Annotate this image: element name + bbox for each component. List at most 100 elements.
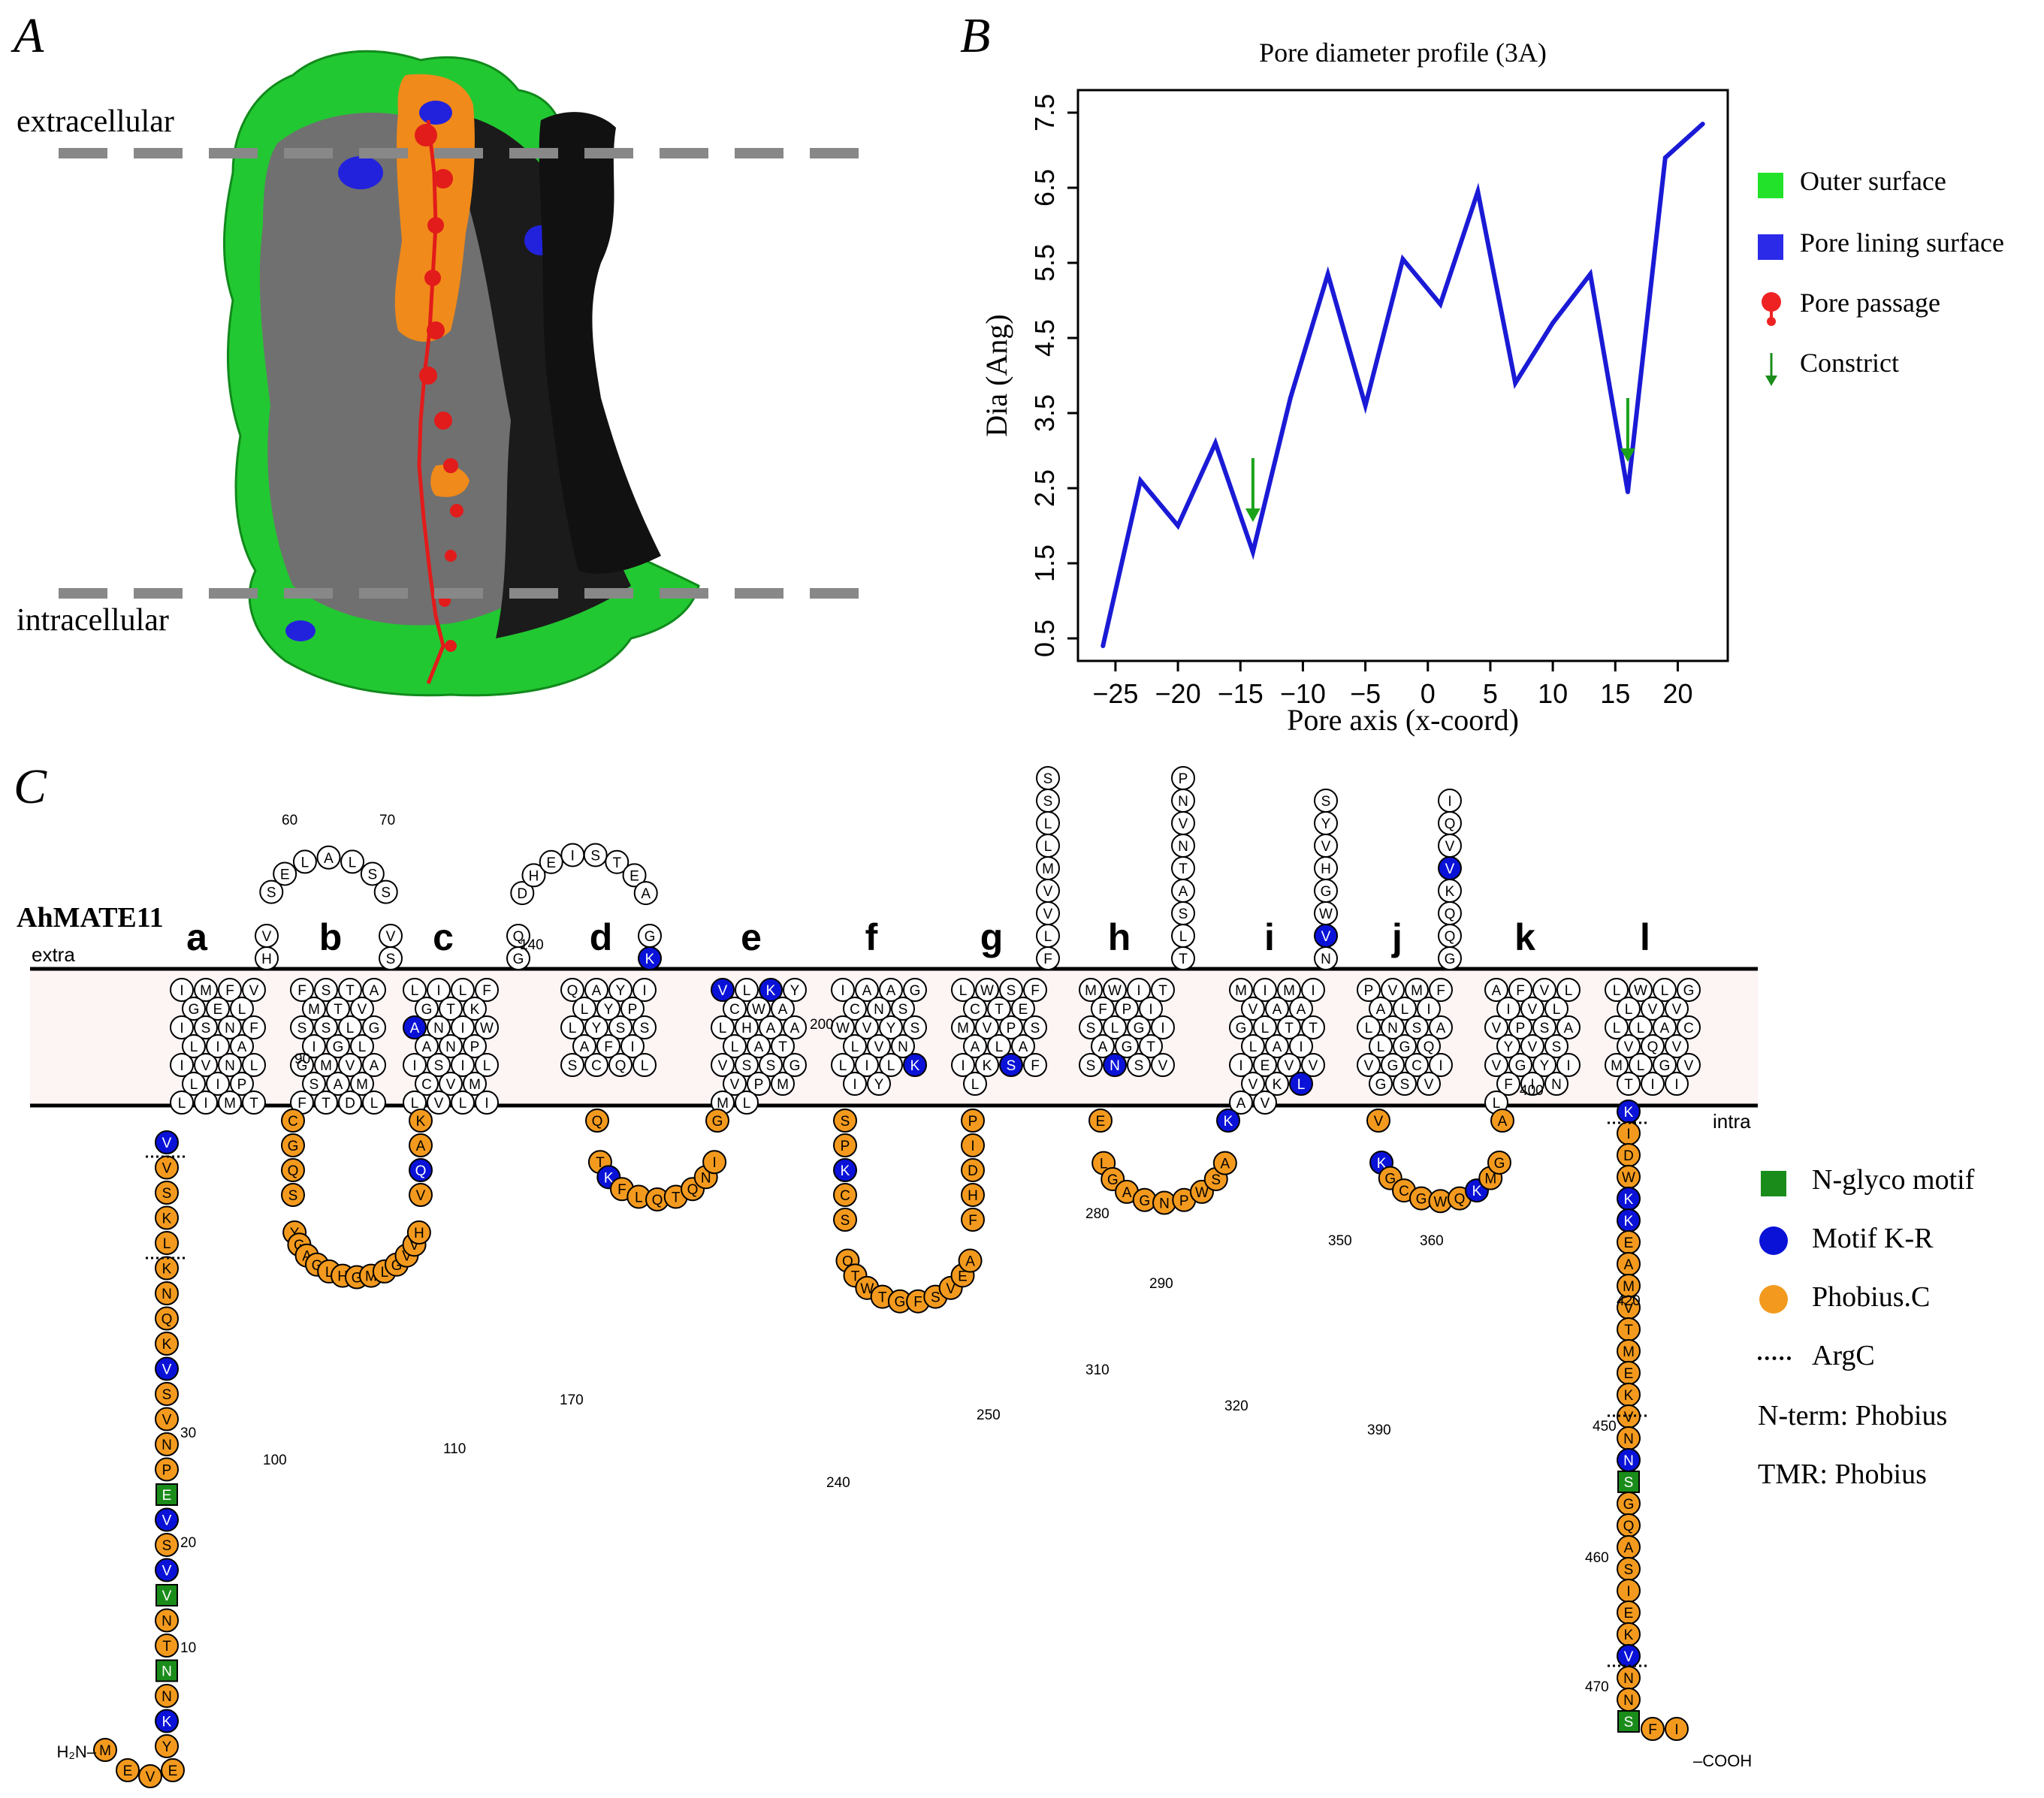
residue-circle bbox=[1253, 978, 1277, 1002]
residue-letter: K bbox=[983, 1058, 992, 1074]
residue-circle bbox=[1151, 978, 1175, 1002]
residue-letter: L bbox=[959, 983, 968, 999]
residue-circle bbox=[439, 1072, 463, 1096]
extracellular-loop-gh: FLVVMLLSSGKLPNPNVNTASLT bbox=[1036, 766, 1195, 970]
x-tick-label: 20 bbox=[1662, 678, 1692, 709]
residue-letter: N bbox=[1178, 794, 1188, 810]
residue-circle bbox=[155, 1181, 179, 1205]
residue-circle bbox=[362, 1053, 386, 1077]
residue-circle bbox=[1265, 1034, 1289, 1058]
residue-circle bbox=[1556, 978, 1581, 1002]
residue-letter: V bbox=[1624, 1410, 1634, 1425]
residue-letter: A bbox=[886, 983, 896, 999]
residue: V bbox=[711, 978, 735, 1002]
residue: G bbox=[1115, 1034, 1139, 1058]
residue: V bbox=[1277, 1053, 1301, 1077]
tm-helix: F S T AM T VS S L GI G LG M V AS A MF T D L bbox=[290, 978, 386, 1115]
residue: K bbox=[833, 1158, 857, 1182]
n-tail-residue: K bbox=[155, 1205, 179, 1230]
residue: L bbox=[633, 1053, 657, 1077]
residue: I bbox=[1139, 997, 1163, 1021]
residue: L bbox=[951, 978, 975, 1002]
n-tail-residue: V bbox=[155, 1558, 179, 1582]
n-tail-residue: L bbox=[155, 1231, 179, 1255]
residue-letter: V bbox=[1540, 983, 1550, 999]
residue-letter: L bbox=[839, 1058, 847, 1074]
x-tick-label: −5 bbox=[1350, 678, 1381, 709]
residue-letter: I bbox=[1626, 1584, 1630, 1600]
residue-circle bbox=[1544, 997, 1568, 1021]
residue-circle bbox=[316, 845, 341, 870]
residue-letter: I bbox=[180, 983, 183, 999]
residue-circle bbox=[903, 978, 927, 1002]
residue-letter: H bbox=[1321, 861, 1331, 877]
residue: S bbox=[1171, 901, 1195, 925]
residue: E bbox=[206, 997, 230, 1021]
residue: I bbox=[403, 1053, 427, 1077]
residue: C bbox=[963, 997, 987, 1021]
y-tick-label: 4.5 bbox=[1029, 319, 1060, 357]
residue-letter: K bbox=[416, 1114, 426, 1130]
residue-letter: Q bbox=[415, 1163, 427, 1179]
residue-circle bbox=[1496, 1072, 1520, 1096]
tm-label: i bbox=[1264, 916, 1275, 958]
residue-circle bbox=[403, 1015, 427, 1039]
residue-letter: L bbox=[163, 1236, 171, 1252]
residue-circle bbox=[281, 1158, 305, 1182]
residue: G bbox=[1487, 1150, 1511, 1175]
residue: S bbox=[735, 1053, 759, 1077]
residue-letter: V bbox=[162, 1588, 172, 1604]
position-number: 390 bbox=[1367, 1422, 1391, 1438]
residue-circle bbox=[1289, 1034, 1313, 1058]
tm-label: k bbox=[1514, 916, 1535, 958]
residue-letter: H bbox=[337, 1269, 348, 1285]
residue-circle bbox=[1520, 1072, 1544, 1096]
residue-circle bbox=[975, 1015, 999, 1039]
residue: M bbox=[302, 997, 326, 1021]
residue-circle bbox=[155, 1507, 179, 1532]
residue-circle bbox=[415, 997, 439, 1021]
residue-letter: V bbox=[730, 1077, 740, 1093]
residue-letter: A bbox=[1564, 1021, 1574, 1036]
residue-letter: D bbox=[517, 886, 527, 902]
residue-letter: A bbox=[1179, 884, 1188, 900]
residue-letter: V bbox=[1321, 839, 1331, 855]
residue-letter: I bbox=[412, 1058, 416, 1074]
residue-letter: A bbox=[790, 1021, 800, 1036]
residue-circle bbox=[1091, 1034, 1115, 1058]
residue-letter: I bbox=[1674, 1722, 1678, 1738]
tm-helix: V L K YC W AL H A AL A TV S S GV P MM L bbox=[711, 978, 807, 1115]
residue-circle bbox=[1508, 978, 1532, 1002]
residue-circle bbox=[326, 997, 350, 1021]
residue-letter: S bbox=[640, 1021, 650, 1036]
residue-letter: S bbox=[898, 1002, 908, 1018]
residue-circle bbox=[218, 1015, 242, 1039]
residue-letter: V bbox=[249, 983, 259, 999]
residue-letter: E bbox=[1624, 1366, 1634, 1382]
residue-letter: E bbox=[1624, 1606, 1634, 1622]
tm-label: g bbox=[980, 916, 1004, 958]
residue-letter: W bbox=[1634, 983, 1647, 999]
residue: K bbox=[759, 978, 783, 1002]
legend-item: Outer surface bbox=[1758, 165, 2044, 210]
residue: V bbox=[1532, 978, 1556, 1002]
residue-letter: Y bbox=[592, 1021, 602, 1036]
residue-letter: H bbox=[414, 1226, 424, 1241]
argc-swatch bbox=[1758, 1356, 1791, 1360]
residue: L bbox=[403, 1091, 427, 1115]
residue: S bbox=[1023, 1015, 1047, 1039]
residue-letter: V bbox=[1043, 884, 1053, 900]
residue: T bbox=[605, 849, 630, 874]
residue-letter: A bbox=[1624, 1257, 1634, 1273]
residue-circle bbox=[633, 881, 658, 906]
residue-letter: S bbox=[1086, 1058, 1096, 1074]
residue-circle bbox=[314, 1015, 338, 1039]
residue: I bbox=[170, 1053, 194, 1077]
residue-letter: I bbox=[1137, 983, 1140, 999]
residue-letter: D bbox=[968, 1163, 978, 1179]
residue-letter: L bbox=[731, 1039, 739, 1055]
residue: D bbox=[338, 1091, 362, 1115]
residue-circle bbox=[1369, 997, 1393, 1021]
n-tail-residue: Y bbox=[155, 1734, 179, 1758]
residue-letter: V bbox=[162, 1362, 172, 1378]
